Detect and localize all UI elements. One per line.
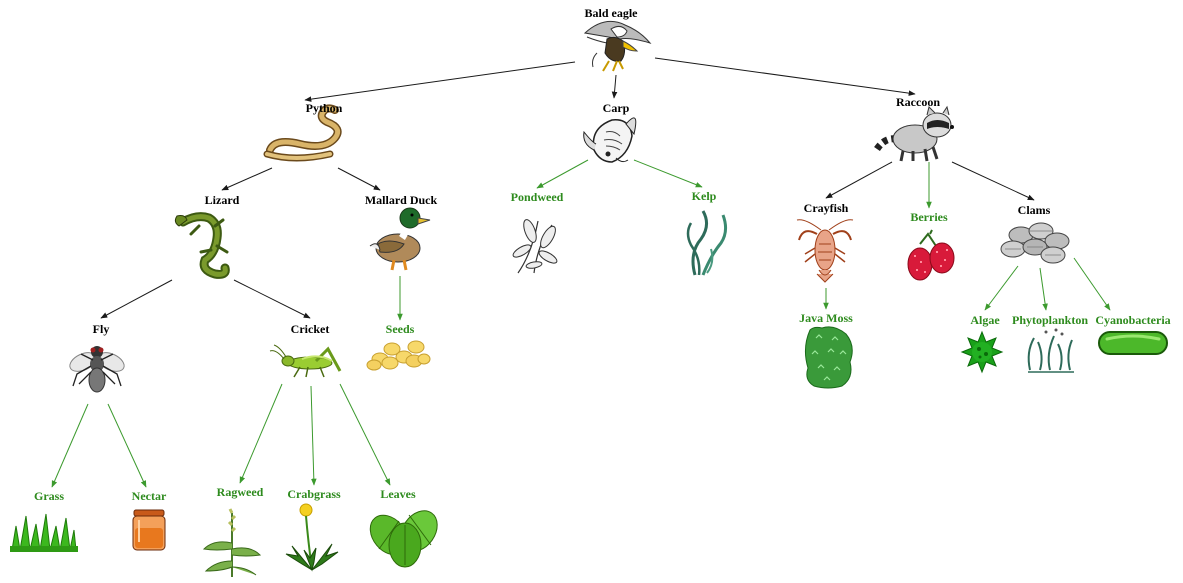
clams-icon xyxy=(1000,222,1070,264)
cricket-icon xyxy=(269,344,342,378)
node-label-bald-eagle: Bald eagle xyxy=(584,6,638,20)
edge-python-to-mallard-duck xyxy=(337,167,381,191)
node-label-java-moss: Java Moss xyxy=(799,311,853,325)
lizard-icon xyxy=(174,212,230,279)
algae-icon xyxy=(960,330,1004,374)
node-label-kelp: Kelp xyxy=(691,189,717,203)
edge-cricket-to-crabgrass xyxy=(310,385,317,486)
node-label-crabgrass: Crabgrass xyxy=(287,487,341,501)
duck-icon xyxy=(369,207,431,271)
raccoon-icon xyxy=(874,105,954,162)
node-label-carp: Carp xyxy=(602,101,630,115)
eagle-icon xyxy=(583,20,652,72)
node-label-crayfish: Crayfish xyxy=(803,201,849,215)
node-label-seeds: Seeds xyxy=(385,322,415,336)
edge-fly-to-nectar xyxy=(107,403,147,488)
node-label-pondweed: Pondweed xyxy=(510,190,564,204)
edge-clams-to-algae xyxy=(984,265,1019,311)
edge-carp-to-pondweed xyxy=(536,159,589,189)
phytoplankton-icon xyxy=(1027,328,1074,373)
node-label-grass: Grass xyxy=(34,489,64,503)
node-label-lizard: Lizard xyxy=(204,193,240,207)
node-label-mallard-duck: Mallard Duck xyxy=(364,193,438,207)
dandelion-icon xyxy=(285,503,339,572)
node-label-ragweed: Ragweed xyxy=(216,485,264,499)
edge-bald-eagle-to-python xyxy=(304,61,576,102)
edge-fly-to-grass xyxy=(51,403,89,488)
node-label-clams: Clams xyxy=(1017,203,1051,217)
fish-icon xyxy=(583,117,637,163)
node-label-cricket: Cricket xyxy=(290,322,330,336)
moss-icon xyxy=(804,326,853,389)
edge-bald-eagle-to-carp xyxy=(611,74,618,99)
fly-icon xyxy=(69,346,125,393)
berries-icon xyxy=(907,229,955,281)
crayfish-icon xyxy=(796,219,854,283)
node-label-fly: Fly xyxy=(92,322,110,336)
leaves-icon xyxy=(369,510,438,568)
edges-layer xyxy=(51,57,1111,488)
edge-lizard-to-fly xyxy=(100,279,173,319)
edge-lizard-to-cricket xyxy=(233,279,311,319)
edge-raccoon-to-crayfish xyxy=(825,161,893,199)
edge-raccoon-to-clams xyxy=(951,161,1035,201)
cyanobacteria-icon xyxy=(1098,331,1168,355)
node-label-cyanobacteria: Cyanobacteria xyxy=(1095,313,1171,327)
grass-icon xyxy=(10,513,78,552)
edge-python-to-lizard xyxy=(221,167,273,191)
pondweed-icon xyxy=(512,219,558,274)
edge-carp-to-kelp xyxy=(633,159,703,188)
snake-icon xyxy=(263,104,342,162)
kelp-icon xyxy=(686,210,728,276)
edge-clams-to-phytoplankton xyxy=(1039,267,1048,311)
node-label-algae: Algae xyxy=(970,313,1000,327)
edge-clams-to-cyanobacteria xyxy=(1073,257,1111,311)
edge-cricket-to-leaves xyxy=(339,383,391,486)
node-label-python: Python xyxy=(305,101,343,115)
edge-cricket-to-ragweed xyxy=(239,383,283,484)
node-label-raccoon: Raccoon xyxy=(896,95,940,109)
node-label-nectar: Nectar xyxy=(131,489,167,503)
nectar-jar-icon xyxy=(132,509,166,551)
edge-bald-eagle-to-raccoon xyxy=(654,57,916,96)
node-label-phytoplankton: Phytoplankton xyxy=(1011,313,1089,327)
node-label-berries: Berries xyxy=(910,210,948,224)
seeds-icon xyxy=(366,340,431,371)
ragweed-icon xyxy=(202,508,262,577)
node-label-leaves: Leaves xyxy=(380,487,416,501)
